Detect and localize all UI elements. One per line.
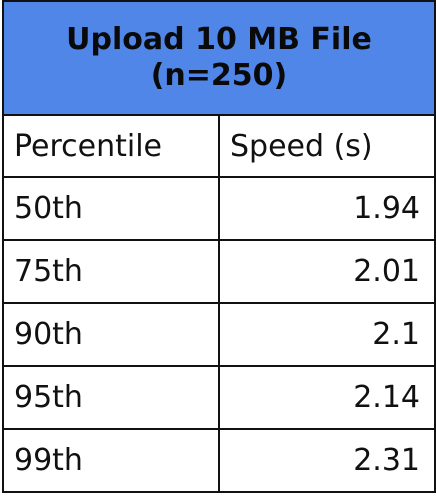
column-header-percentile[interactable]: Percentile: [2, 114, 220, 178]
percentile-cell[interactable]: 75th: [2, 239, 220, 304]
header-row: Percentile Speed (s): [2, 114, 436, 178]
title-row: Upload 10 MB File (n=250): [2, 0, 436, 116]
percentile-cell[interactable]: 90th: [2, 302, 220, 367]
speed-cell[interactable]: 2.1: [218, 302, 436, 367]
speed-cell[interactable]: 2.01: [218, 239, 436, 304]
table-row: 99th 2.31: [2, 428, 436, 493]
table-title: Upload 10 MB File: [66, 22, 372, 57]
percentile-cell[interactable]: 50th: [2, 176, 220, 241]
speed-cell[interactable]: 2.31: [218, 428, 436, 493]
table-row: 90th 2.1: [2, 302, 436, 367]
column-header-speed[interactable]: Speed (s): [218, 114, 436, 178]
percentile-cell[interactable]: 95th: [2, 365, 220, 430]
table-row: 75th 2.01: [2, 239, 436, 304]
speed-cell[interactable]: 1.94: [218, 176, 436, 241]
percentile-cell[interactable]: 99th: [2, 428, 220, 493]
table-row: 95th 2.14: [2, 365, 436, 430]
table-subtitle: (n=250): [150, 58, 288, 93]
speed-cell[interactable]: 2.14: [218, 365, 436, 430]
table-row: 50th 1.94: [2, 176, 436, 241]
title-cell[interactable]: Upload 10 MB File (n=250): [2, 0, 436, 116]
